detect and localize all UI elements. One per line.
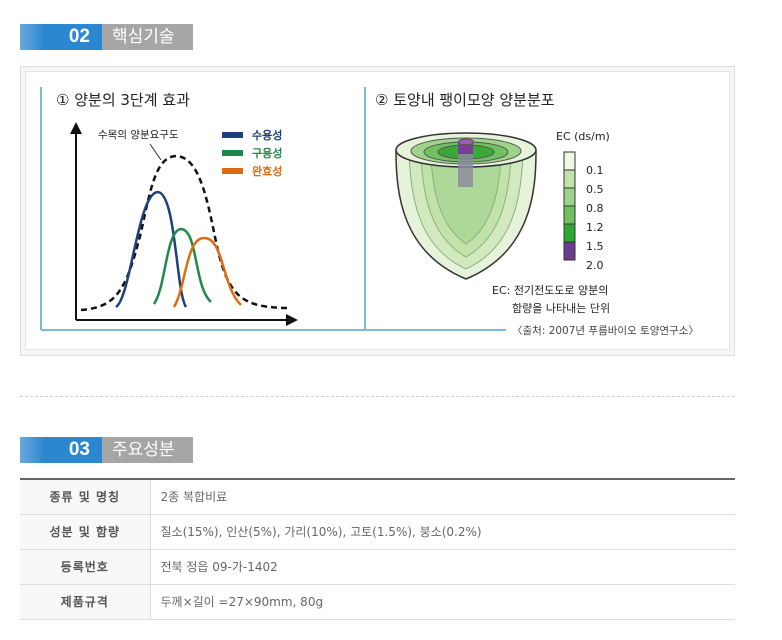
ec-note-line2: 함량을 나타내는 단위 (512, 302, 610, 315)
legend-slow-release: 완효성 (252, 164, 282, 178)
table-row: 등록번호 전북 정읍 09-가-1402 (20, 549, 735, 585)
table-row: 성분 및 함량 질소(15%), 인산(5%), 가리(10%), 고토(1.5%… (20, 514, 735, 550)
section-title: 주요성분 (102, 437, 193, 463)
legend-soluble: 수용성 (252, 128, 282, 142)
row-value: 2종 복합비료 (150, 479, 735, 515)
citric-soluble-curve (152, 227, 212, 305)
ingredients-table: 종류 및 명칭 2종 복합비료 성분 및 함량 질소(15%), 인산(5%), 가… (20, 478, 735, 620)
ec-value: 2.0 (586, 259, 604, 272)
table-row: 종류 및 명칭 2종 복합비료 (20, 479, 735, 515)
core-tech-figure: ① 양분의 3단계 효과 수목의 양분요구도 수용성 구용성 완효성 ② 토양내… (20, 66, 735, 356)
legend: 수용성 구용성 완효성 (222, 128, 282, 178)
cone-diagram (395, 132, 537, 280)
section-header-core-tech: 02 핵심기술 (20, 24, 193, 50)
row-label: 성분 및 함량 (20, 514, 151, 550)
ec-value: 0.1 (586, 164, 604, 177)
row-label: 종류 및 명칭 (20, 479, 151, 515)
row-value: 두께×길이 =27×90mm, 80g (150, 584, 735, 620)
row-value: 질소(15%), 인산(5%), 가리(10%), 고토(1.5%), 붕소(0… (150, 514, 735, 550)
soluble-curve (115, 190, 188, 309)
panel2-title: ② 토양내 팽이모양 양분분포 (375, 91, 555, 109)
panel1-title: ① 양분의 3단계 효과 (56, 91, 190, 109)
section-divider (20, 396, 735, 397)
ec-value: 1.5 (586, 240, 604, 253)
section-header-ingredients: 03 주요성분 (20, 437, 193, 463)
section-number: 02 (20, 24, 102, 50)
section-number: 03 (20, 437, 102, 463)
ec-value: 1.2 (586, 221, 604, 234)
ec-value: 0.5 (586, 183, 604, 196)
demand-label: 수목의 양분요구도 (98, 129, 179, 141)
ec-note-line1: EC: 전기전도도로 양분의 (492, 284, 608, 297)
ec-value: 0.8 (586, 202, 604, 215)
row-label: 제품규격 (20, 584, 151, 620)
table-row: 제품규격 두께×길이 =27×90mm, 80g (20, 584, 735, 620)
slow-release-curve (172, 236, 242, 308)
row-label: 등록번호 (20, 549, 151, 585)
row-value: 전북 정읍 09-가-1402 (150, 549, 735, 585)
ec-scale-title: EC (ds/m) (556, 130, 610, 143)
source-citation: 〈출처: 2007년 푸름바이오 토양연구소〉 (512, 325, 699, 337)
ec-scale: EC (ds/m) 0.1 0.5 0.8 1.2 1.5 2.0 (556, 130, 610, 272)
section-title: 핵심기술 (102, 24, 193, 50)
legend-citric-soluble: 구용성 (252, 146, 282, 160)
effect-chart: 수목의 양분요구도 수용성 구용성 완효성 (70, 122, 298, 326)
